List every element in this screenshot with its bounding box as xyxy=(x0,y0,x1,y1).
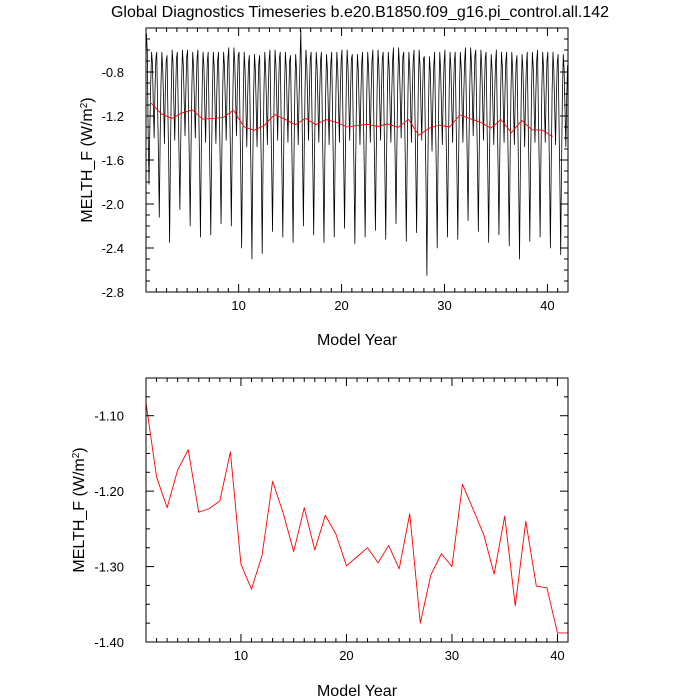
top-x-tick-label: 30 xyxy=(437,298,451,313)
top-y-tick-label: -2.4 xyxy=(102,241,124,256)
bottom-y-tick-label: -1.10 xyxy=(94,409,124,424)
bottom-x-tick-label: 40 xyxy=(550,648,564,663)
top-timeseries-panel: 10 20 30 40 -2.8 -2.4 -2.0 -1.6 -1.2 -0.8 Model Y… xyxy=(79,27,569,349)
bottom-x-tick-label: 20 xyxy=(339,648,353,663)
top-y-tick-label: -2.0 xyxy=(102,197,124,212)
bottom-y-axis-title-main: MELTH_F (W/m xyxy=(71,458,88,572)
top-x-tick-label: 10 xyxy=(231,298,245,313)
bottom-y-tick-label: -1.40 xyxy=(94,635,124,650)
top-y-tick-label: -1.2 xyxy=(102,109,124,124)
top-y-axis-title: MELTH_F (W/m2) xyxy=(79,97,97,222)
top-y-tick-label: -2.8 xyxy=(102,285,124,300)
top-y-axis-title-main: MELTH_F (W/m xyxy=(79,108,96,222)
top-x-tick-label: 20 xyxy=(334,298,348,313)
bottom-y-tick-label: -1.30 xyxy=(94,560,124,575)
top-y-tick-label: -1.6 xyxy=(102,153,124,168)
bottom-series-line-0 xyxy=(146,402,568,634)
top-series-line-1 xyxy=(150,102,553,138)
top-x-tick-label: 40 xyxy=(540,298,554,313)
figure-title: Global Diagnostics Timeseries b.e20.B185… xyxy=(111,4,609,21)
bottom-x-axis-title: Model Year xyxy=(317,683,398,700)
bottom-x-tick-label: 10 xyxy=(234,648,248,663)
top-y-axis-title-end: ) xyxy=(79,97,96,102)
top-y-axis-title-sup: 2 xyxy=(79,102,90,108)
top-x-axis-title: Model Year xyxy=(317,332,398,349)
bottom-y-axis-title: MELTH_F (W/m2) xyxy=(71,447,89,572)
bottom-y-axis-title-sup: 2 xyxy=(71,452,82,458)
bottom-y-tick-label: -1.20 xyxy=(94,484,124,499)
bottom-x-tick-label: 30 xyxy=(445,648,459,663)
bottom-y-axis-title-end: ) xyxy=(71,447,88,452)
top-y-tick-label: -0.8 xyxy=(102,65,124,80)
bottom-annual-panel: 10 20 30 40-1.40-1.30-1.20-1.10 Model Year … xyxy=(71,377,569,700)
